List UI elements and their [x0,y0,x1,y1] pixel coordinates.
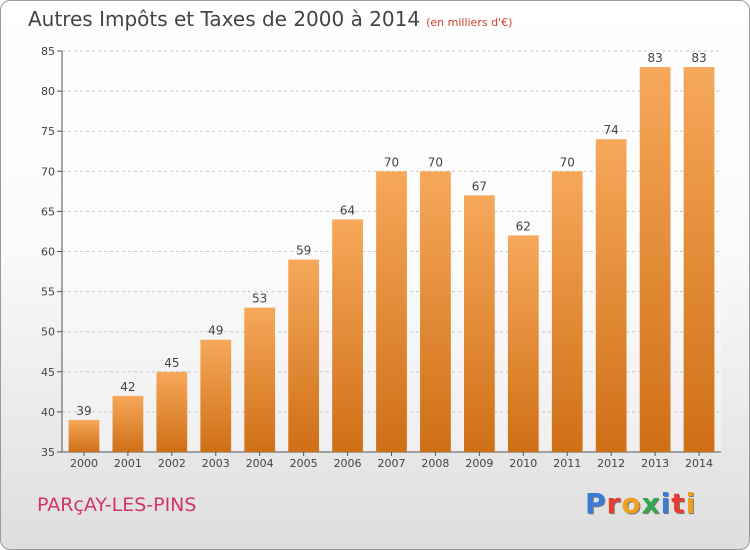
bar-2009 [463,195,495,453]
data-label: 59 [296,244,311,258]
bar-2006 [332,219,363,452]
x-tick-label: 2007 [378,457,406,470]
x-tick-label: 2014 [685,457,713,470]
logo-letter: i [660,487,672,520]
x-tick-label: 2000 [70,457,98,470]
bar-2001 [112,395,144,452]
chart-title: Autres Impôts et Taxes de 2000 à 2014 (en… [28,7,512,31]
data-label: 62 [516,219,531,233]
x-tick-label: 2010 [509,457,537,470]
x-tick-label: 2011 [553,457,581,470]
y-tick-label: 85 [41,45,55,58]
bar-2004 [244,307,276,452]
x-tick-label: 2008 [421,457,449,470]
data-label: 70 [560,155,575,169]
bar-2012 [595,139,627,452]
y-tick-label: 45 [41,366,55,379]
data-label: 64 [340,203,355,217]
data-label: 83 [691,51,706,65]
data-label: 67 [472,179,487,193]
data-label: 83 [647,51,662,65]
unit-label: (en milliers d'€) [426,16,513,29]
bar-2002 [156,371,188,452]
bar-2011 [551,171,583,453]
x-tick-label: 2005 [290,457,318,470]
x-tick-label: 2004 [246,457,274,470]
x-tick-label: 2009 [465,457,493,470]
bar-2014 [683,67,715,452]
y-tick-label: 65 [41,205,55,218]
bar-2013 [639,67,671,452]
x-tick-label: 2013 [641,457,669,470]
bar-2005 [288,259,320,452]
y-tick-label: 80 [41,85,55,98]
bar-2003 [200,339,232,452]
logo-letter: i [685,487,697,520]
place-name: PARçAY-LES-PINS [37,494,197,516]
data-label: 39 [76,404,91,418]
data-label: 42 [120,380,135,394]
logo-letter: o [621,487,642,520]
logo-letter: r [606,487,622,520]
y-tick-label: 40 [41,406,55,419]
y-tick-label: 70 [41,165,55,178]
proxiti-logo: Proxiti [585,487,696,520]
y-tick-label: 55 [41,286,55,299]
y-tick-label: 75 [41,125,55,138]
data-label: 45 [164,356,179,370]
bar-2000 [68,419,100,452]
data-label: 49 [208,324,223,338]
y-tick-label: 50 [41,326,55,339]
x-tick-label: 2002 [158,457,186,470]
title-text: Autres Impôts et Taxes de 2000 à 2014 [28,7,421,31]
data-label: 70 [384,155,399,169]
y-tick-label: 35 [41,446,55,459]
y-tick-label: 60 [41,246,55,259]
data-label: 74 [604,123,619,137]
bar-2007 [376,171,407,453]
logo-letter: x [641,487,661,520]
logo-letter: P [585,487,607,520]
x-tick-label: 2006 [334,457,362,470]
bar-2008 [420,171,451,453]
x-tick-label: 2012 [597,457,625,470]
bar-2010 [507,235,539,452]
x-tick-label: 2001 [114,457,142,470]
data-label: 53 [252,292,267,306]
data-label: 70 [428,155,443,169]
x-tick-label: 2003 [202,457,230,470]
logo-letter: t [671,487,686,520]
